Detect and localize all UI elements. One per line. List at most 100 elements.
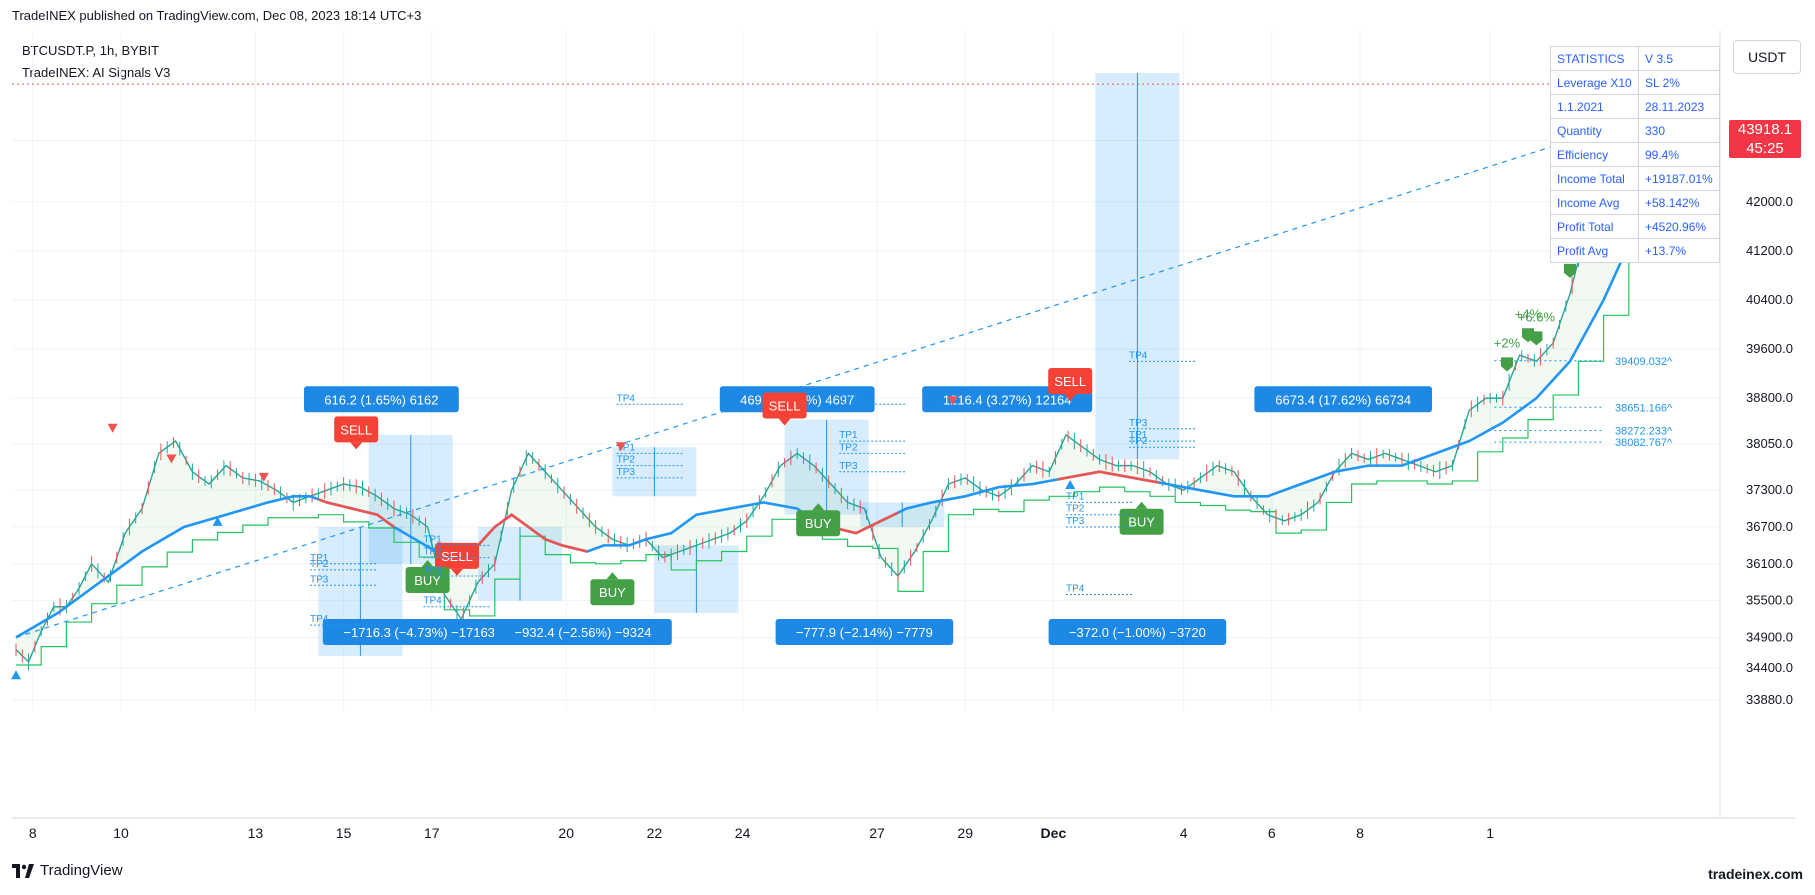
tp-label: TP2 bbox=[839, 442, 858, 453]
stats-key: STATISTICS bbox=[1550, 46, 1639, 71]
stats-key: 1.1.2021 bbox=[1550, 94, 1639, 119]
buy-signal-label: BUY bbox=[805, 516, 832, 531]
stats-row: Income Total +19187.01% bbox=[1550, 166, 1720, 191]
ma-line bbox=[15, 121, 1681, 639]
tp-label: TP2 bbox=[310, 559, 329, 570]
y-tick-label: 37300.0 bbox=[1746, 482, 1793, 497]
trade-label: −777.9 (−2.14%) −7779 bbox=[796, 625, 933, 640]
tp-label: TP4 bbox=[310, 614, 329, 625]
profit-marker bbox=[1564, 263, 1576, 278]
tp-label: TP3 bbox=[423, 565, 442, 576]
down-arrow-marker bbox=[258, 472, 269, 482]
sell-signal-pointer bbox=[778, 418, 791, 426]
buy-signal-pointer bbox=[812, 503, 825, 511]
ma-series bbox=[15, 121, 1681, 639]
trade-label: −932.4 (−2.56%) −9324 bbox=[515, 625, 652, 640]
ma-line-bearish bbox=[838, 511, 899, 535]
tp-label: TP3 bbox=[310, 574, 329, 585]
y-tick-label: 35500.0 bbox=[1746, 593, 1793, 608]
buy-signal-pointer bbox=[421, 559, 434, 567]
currency-button[interactable]: USDT bbox=[1733, 40, 1801, 74]
level-label: 39409.032^ bbox=[1615, 356, 1673, 368]
down-arrow-marker bbox=[615, 442, 626, 452]
tp-label: TP2 bbox=[1129, 436, 1148, 447]
stats-value: V 3.5 bbox=[1638, 46, 1720, 71]
x-tick-label: 10 bbox=[113, 825, 129, 841]
stats-row: Income Avg +58.142% bbox=[1550, 190, 1720, 215]
buy-signal-label: BUY bbox=[414, 573, 441, 588]
tp-label: TP4 bbox=[423, 596, 442, 607]
tp-label: TP1 bbox=[839, 430, 858, 441]
support-step-line bbox=[16, 137, 1680, 666]
tp-label: TP1 bbox=[617, 442, 636, 453]
stats-key: Quantity bbox=[1550, 118, 1639, 143]
x-tick-label: 6 bbox=[1268, 825, 1276, 841]
y-tick-label: 36100.0 bbox=[1746, 556, 1793, 571]
tp-label: TP3 bbox=[617, 467, 636, 478]
x-tick-label: 8 bbox=[29, 825, 37, 841]
x-tick-label: 15 bbox=[336, 825, 352, 841]
trendline bbox=[15, 121, 1629, 638]
sell-signal-label: SELL bbox=[441, 549, 473, 564]
profit-label: +2% bbox=[1494, 335, 1521, 350]
x-tick-label: 8 bbox=[1356, 825, 1364, 841]
stats-key: Efficiency bbox=[1550, 142, 1639, 167]
up-arrow-marker bbox=[11, 670, 21, 680]
y-tick-label: 40400.0 bbox=[1746, 292, 1793, 307]
price-series bbox=[15, 77, 1680, 671]
ma-line-bearish bbox=[317, 498, 395, 529]
tp-label: TP1 bbox=[310, 553, 329, 564]
buy-signal-pointer bbox=[606, 572, 619, 580]
tp-label: TP4 bbox=[617, 393, 636, 404]
sell-signal-pointer bbox=[1064, 394, 1077, 402]
tp-label: TP3 bbox=[839, 461, 858, 472]
sell-signal-box bbox=[1048, 368, 1093, 395]
x-tick-label: 20 bbox=[558, 825, 574, 841]
buy-signal-pointer bbox=[1135, 501, 1148, 509]
trade-label: 6673.4 (17.62%) 66734 bbox=[1275, 392, 1411, 407]
stats-key: Profit Avg bbox=[1550, 238, 1639, 263]
buy-signal-box bbox=[796, 510, 841, 537]
sell-signal-box bbox=[334, 416, 379, 443]
profit-label: +4% bbox=[1515, 306, 1542, 321]
trade-label-box bbox=[775, 619, 954, 646]
trade-label: 616.2 (1.65%) 6162 bbox=[324, 392, 438, 407]
sell-signal-pointer bbox=[350, 442, 363, 450]
trade-label-box bbox=[304, 386, 459, 413]
x-tick-label: 1 bbox=[1486, 825, 1494, 841]
y-tick-label: 34400.0 bbox=[1746, 660, 1793, 675]
tradingview-logo[interactable]: TradingView bbox=[12, 862, 123, 879]
x-tick-label: 4 bbox=[1180, 825, 1188, 841]
stats-value: 99.4% bbox=[1638, 142, 1720, 167]
tp-label: TP2 bbox=[1066, 504, 1085, 515]
stats-row: 1.1.2021 28.11.2023 bbox=[1550, 94, 1720, 119]
site-watermark: tradeinex.com bbox=[1708, 866, 1803, 882]
y-tick-label: 34900.0 bbox=[1746, 629, 1793, 644]
trade-label-box bbox=[1254, 386, 1432, 413]
indicator-title[interactable]: TradeINEX: AI Signals V3 bbox=[22, 65, 171, 80]
y-tick-label: 42000.0 bbox=[1746, 194, 1793, 209]
down-arrow-marker bbox=[947, 396, 958, 406]
profit-marker bbox=[1530, 331, 1543, 346]
tp-label: TP4 bbox=[1066, 583, 1085, 594]
stats-value: 28.11.2023 bbox=[1638, 94, 1720, 119]
x-tick-label: 13 bbox=[248, 825, 264, 841]
ma-line-bearish bbox=[1057, 470, 1159, 484]
y-tick-label: 41200.0 bbox=[1746, 243, 1793, 258]
y-tick-label: 38800.0 bbox=[1746, 390, 1793, 405]
tp-label: TP3 bbox=[1129, 418, 1148, 429]
statistics-table: STATISTICS V 3.5 Leverage X10 SL 2% 1.1.2021… bbox=[1550, 46, 1720, 263]
stats-value: SL 2% bbox=[1638, 70, 1720, 95]
stats-value: +58.142% bbox=[1638, 190, 1720, 215]
symbol-title[interactable]: BTCUSDT.P, 1h, BYBIT bbox=[22, 43, 160, 58]
stats-value: 330 bbox=[1638, 118, 1720, 143]
tp-label: TP1 bbox=[423, 534, 442, 545]
x-tick-label: 22 bbox=[647, 825, 663, 841]
stats-row: Quantity 330 bbox=[1550, 118, 1720, 143]
trade-label: 1216.4 (3.27%) 12164 bbox=[943, 392, 1072, 407]
y-tick-label: 33880.0 bbox=[1746, 692, 1793, 707]
tradingview-icon bbox=[12, 863, 34, 878]
x-tick-label: 24 bbox=[735, 825, 751, 841]
trend-bands bbox=[16, 85, 1680, 666]
